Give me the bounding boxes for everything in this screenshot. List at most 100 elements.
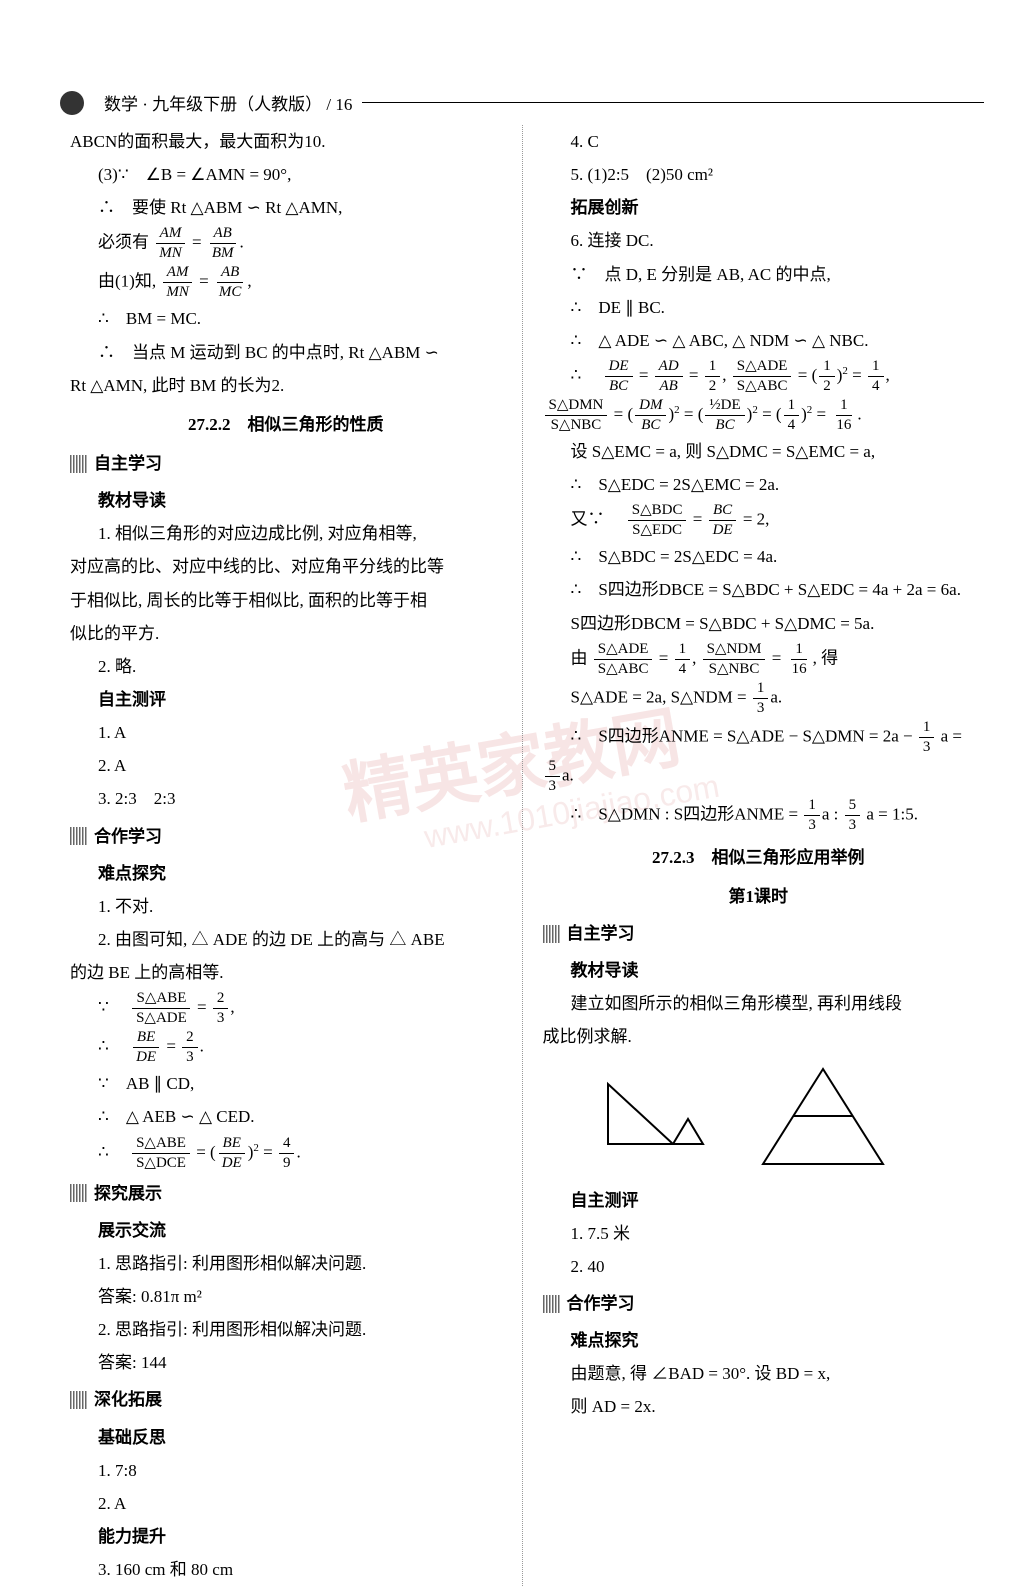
fraction: S△ADES△ABC xyxy=(733,357,792,396)
line: ∴ S四边形DBCE = S△BDC + S△EDC = 4a + 2a = 6… xyxy=(543,573,975,606)
fraction: 13 xyxy=(804,796,820,835)
fraction: BCDE xyxy=(709,501,737,540)
fraction: 49 xyxy=(279,1134,295,1173)
line: 3. 160 cm 和 80 cm xyxy=(70,1553,502,1586)
line: 答案: 0.81π m² xyxy=(70,1280,502,1313)
subheading: 自主测评 xyxy=(70,683,502,716)
line: ∴ S四边形ANME = S△ADE − S△DMN = 2a − 13 a = xyxy=(543,718,975,757)
barcode-icon xyxy=(70,827,88,845)
section-label: 深化拓展 xyxy=(70,1383,502,1416)
line: 2. 略. xyxy=(70,650,502,683)
line: ∴ DEBC = ADAB = 12, S△ADES△ABC = (12)2 =… xyxy=(543,357,975,396)
subheading: 拓展创新 xyxy=(543,191,975,224)
line: 似比的平方. xyxy=(70,617,502,650)
line: 1. 7.5 米 xyxy=(543,1217,975,1250)
fraction: S△DMNS△NBC xyxy=(545,396,608,435)
line: ABCN的面积最大，最大面积为10. xyxy=(70,125,502,158)
line: S△ADE = 2a, S△NDM = 13a. xyxy=(543,679,975,718)
line: ∴ BEDE = 23. xyxy=(70,1028,502,1067)
line: ∵ 点 D, E 分别是 AB, AC 的中点, xyxy=(543,258,975,291)
fraction: 13 xyxy=(753,679,769,718)
line: ∴ S△ABES△DCE = (BEDE)2 = 49. xyxy=(70,1134,502,1173)
fraction: 23 xyxy=(213,989,229,1028)
fraction: 116 xyxy=(788,640,811,679)
fraction: ADAB xyxy=(655,357,683,396)
section-label: 自主学习 xyxy=(70,447,502,480)
fraction: ABMC xyxy=(215,263,246,302)
fraction: DEBC xyxy=(605,357,633,396)
fraction: 14 xyxy=(868,357,884,396)
fraction: 14 xyxy=(784,396,800,435)
fraction: 53 xyxy=(545,757,561,796)
barcode-icon xyxy=(70,1391,88,1409)
fraction: S△ADES△ABC xyxy=(594,640,653,679)
barcode-icon xyxy=(543,925,561,943)
line: 6. 连接 DC. xyxy=(543,224,975,257)
fraction: 53 xyxy=(845,796,861,835)
section-label: 自主学习 xyxy=(543,917,975,950)
subheading: 能力提升 xyxy=(70,1520,502,1553)
fraction: S△NDMS△NBC xyxy=(703,640,766,679)
subheading: 展示交流 xyxy=(70,1214,502,1247)
fraction: DMBC xyxy=(635,396,666,435)
section-title: 27.2.2 相似三角形的性质 xyxy=(70,408,502,441)
line: 建立如图所示的相似三角形模型, 再利用线段 xyxy=(543,987,975,1020)
line: 2. 40 xyxy=(543,1250,975,1283)
barcode-icon xyxy=(543,1295,561,1313)
subheading: 难点探究 xyxy=(543,1324,975,1357)
fraction: 12 xyxy=(705,357,721,396)
triangle-1-icon xyxy=(603,1064,723,1154)
line: 由 S△ADES△ABC = 14, S△NDMS△NBC = 116, 得 xyxy=(543,640,975,679)
barcode-icon xyxy=(70,1184,88,1202)
fraction: AMMN xyxy=(155,224,186,263)
line: 1. A xyxy=(70,716,502,749)
line: 于相似比, 周长的比等于相似比, 面积的比等于相 xyxy=(70,584,502,617)
line: 1. 不对. xyxy=(70,890,502,923)
line: ∵ AB ∥ CD, xyxy=(70,1067,502,1100)
line: 由(1)知, AMMN = ABMC, xyxy=(70,263,502,302)
section-label: 探究展示 xyxy=(70,1177,502,1210)
line: 2. A xyxy=(70,749,502,782)
line: S四边形DBCM = S△BDC + S△DMC = 5a. xyxy=(543,607,975,640)
line: ∴ DE ∥ BC. xyxy=(543,291,975,324)
subheading: 教材导读 xyxy=(543,954,975,987)
line: 设 S△EMC = a, 则 S△DMC = S△EMC = a, xyxy=(543,435,975,468)
section-label: 合作学习 xyxy=(70,820,502,853)
fraction: AMMN xyxy=(162,263,193,302)
line: ∴ BM = MC. xyxy=(70,302,502,335)
line: 2. 由图可知, △ ADE 的边 DE 上的高与 △ ABE xyxy=(70,923,502,956)
section-label: 合作学习 xyxy=(543,1287,975,1320)
left-column: ABCN的面积最大，最大面积为10. (3)∵ ∠B = ∠AMN = 90°,… xyxy=(60,125,523,1586)
line: ∴ S△BDC = 2S△EDC = 4a. xyxy=(543,540,975,573)
line: ∵ S△ABES△ADE = 23, xyxy=(70,989,502,1028)
line: 答案: 144 xyxy=(70,1346,502,1379)
line: ∴ S△EDC = 2S△EMC = 2a. xyxy=(543,468,975,501)
figure-triangles xyxy=(603,1064,975,1174)
line: ∴ 当点 M 运动到 BC 的中点时, Rt △ABM ∽ xyxy=(70,336,502,369)
line: 对应高的比、对应中线的比、对应角平分线的比等 xyxy=(70,550,502,583)
line: ∴ △ ADE ∽ △ ABC, △ NDM ∽ △ NBC. xyxy=(543,324,975,357)
right-column: 4. C 5. (1)2:5 (2)50 cm² 拓展创新 6. 连接 DC. … xyxy=(523,125,985,1586)
line: 的边 BE 上的高相等. xyxy=(70,956,502,989)
line: 3. 2:3 2:3 xyxy=(70,782,502,815)
fraction: ½DEBC xyxy=(705,396,744,435)
line: ∴ △ AEB ∽ △ CED. xyxy=(70,1100,502,1133)
line: Rt △AMN, 此时 BM 的长为2. xyxy=(70,369,502,402)
page-header: 数学 · 九年级下册（人教版） / 16 xyxy=(60,90,984,115)
fraction: BEDE xyxy=(132,1028,160,1067)
barcode-icon xyxy=(70,455,88,473)
line: 2. 思路指引: 利用图形相似解决问题. xyxy=(70,1313,502,1346)
subheading: 难点探究 xyxy=(70,857,502,890)
line: 成比例求解. xyxy=(543,1020,975,1053)
fraction: ABBM xyxy=(208,224,238,263)
fraction: 12 xyxy=(819,357,835,396)
line: S△DMNS△NBC = (DMBC)2 = (½DEBC)2 = (14)2 … xyxy=(543,396,975,435)
fraction: S△ABES△ADE xyxy=(132,989,191,1028)
header-text: 数学 · 九年级下册（人教版） / 16 xyxy=(104,90,352,115)
header-line xyxy=(362,102,984,103)
line: 5. (1)2:5 (2)50 cm² xyxy=(543,158,975,191)
subheading: 自主测评 xyxy=(543,1184,975,1217)
line: 必须有 AMMN = ABBM. xyxy=(70,224,502,263)
section-title: 27.2.3 相似三角形应用举例 xyxy=(543,841,975,874)
line: 4. C xyxy=(543,125,975,158)
